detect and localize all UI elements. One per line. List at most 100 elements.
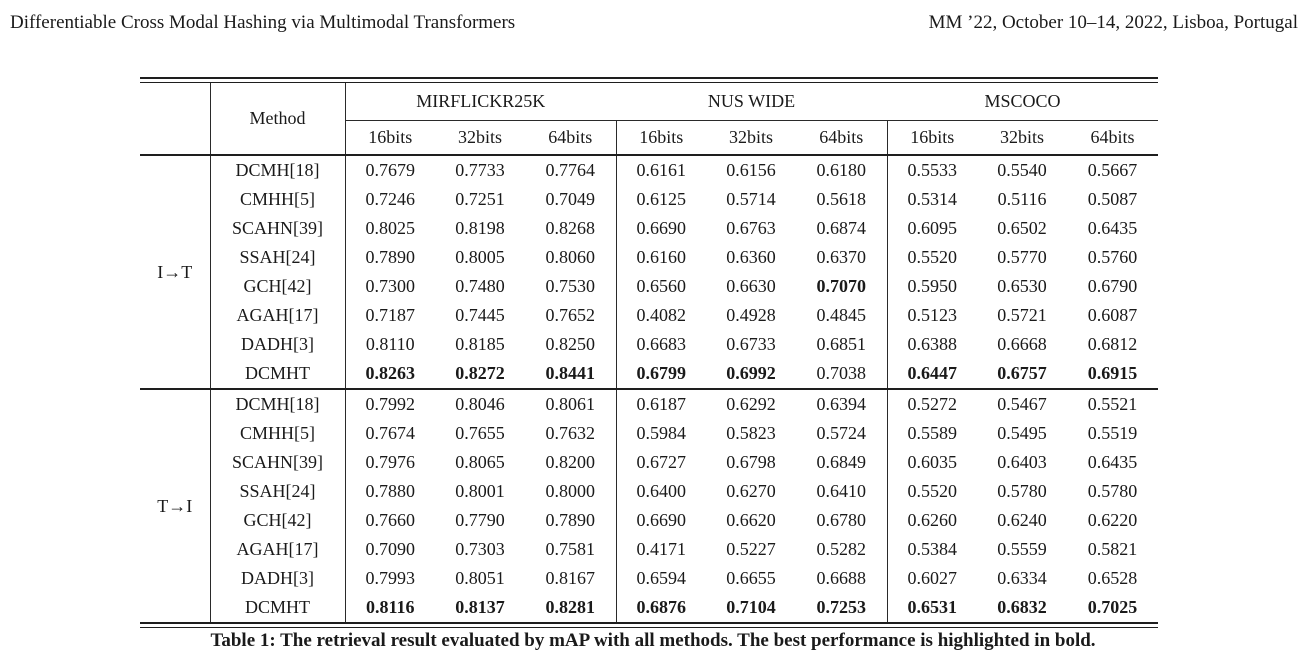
map-value: 0.8110	[344, 330, 435, 359]
map-value: 0.7187	[344, 301, 435, 330]
map-value: 0.6087	[1087, 305, 1138, 325]
map-value: 0.5495	[997, 423, 1047, 443]
table-row: SCAHN[39] 0.8025 0.8198 0.8268 0.6690 0.6763 0…	[140, 214, 1158, 243]
bits-header: 32bits	[977, 120, 1068, 156]
table-bottom-rule	[140, 622, 1158, 628]
map-value: 0.8263	[344, 359, 435, 389]
map-value: 0.6240	[997, 510, 1047, 530]
map-value: 0.7660	[344, 506, 435, 535]
map-value: 0.6125	[615, 185, 706, 214]
map-value: 0.6790	[1087, 276, 1138, 296]
map-value: 0.7480	[455, 276, 505, 296]
map-value: 0.6435	[1087, 218, 1138, 238]
map-value: 0.7025	[1087, 597, 1138, 617]
table-row: AGAH[17] 0.7187 0.7445 0.7652 0.4082 0.4928 0.…	[140, 301, 1158, 330]
map-value: 0.5282	[816, 539, 867, 559]
map-value: 0.7764	[545, 160, 596, 180]
method-name: DCMH[18]	[209, 388, 346, 419]
bits-header: 16bits	[344, 120, 435, 156]
map-value: 0.7890	[344, 243, 435, 272]
map-value: 0.5272	[886, 388, 978, 419]
map-value: 0.6851	[816, 334, 867, 354]
map-value: 0.6035	[886, 448, 978, 477]
method-name: CMHH[5]	[209, 419, 346, 448]
method-name: DCMHT	[209, 359, 346, 389]
section-image-to-text: I→T DCMH[18] 0.7679 0.7733 0.7764 0.6161 0.615…	[140, 155, 1158, 389]
map-value: 0.6798	[726, 452, 776, 472]
table-row: SSAH[24] 0.7890 0.8005 0.8060 0.6160 0.6360 0.…	[140, 243, 1158, 272]
table-row: SCAHN[39] 0.7976 0.8065 0.8200 0.6727 0.6798 0…	[140, 448, 1158, 477]
map-value: 0.7070	[816, 276, 867, 296]
map-value: 0.6528	[1087, 568, 1138, 588]
map-value: 0.5714	[726, 189, 776, 209]
map-value: 0.6027	[886, 564, 978, 593]
map-value: 0.7303	[455, 539, 505, 559]
table-row: DADH[3] 0.8110 0.8185 0.8250 0.6683 0.6733 0.6…	[140, 330, 1158, 359]
table-row: T→I DCMH[18] 0.7992 0.8046 0.8061 0.6187 0.629…	[140, 388, 1158, 622]
map-value: 0.8441	[545, 363, 596, 383]
map-value: 0.6180	[816, 160, 867, 180]
map-results-table: Method MIRFLICKR25K NUS WIDE MSCOCO 16bi…	[140, 83, 1158, 622]
map-value: 0.7652	[545, 305, 596, 325]
table-row: AGAH[17] 0.7090 0.7303 0.7581 0.4171 0.5227 0.…	[140, 535, 1158, 564]
map-value: 0.5780	[1087, 481, 1138, 501]
method-column-header: Method	[209, 83, 346, 156]
map-value: 0.5227	[726, 539, 776, 559]
map-value: 0.8051	[455, 568, 505, 588]
map-value: 0.8060	[545, 247, 596, 267]
bits-header: 16bits	[615, 120, 706, 156]
map-value: 0.7890	[545, 510, 596, 530]
map-value: 0.8200	[545, 452, 596, 472]
method-name: SCAHN[39]	[209, 214, 346, 243]
map-value: 0.6683	[615, 330, 706, 359]
map-value: 0.6260	[886, 506, 978, 535]
map-value: 0.8137	[455, 597, 505, 617]
map-value: 0.8281	[545, 597, 596, 617]
method-name: CMHH[5]	[209, 185, 346, 214]
bits-header: 16bits	[886, 120, 978, 156]
map-value: 0.6435	[1087, 452, 1138, 472]
map-value: 0.7992	[344, 388, 435, 419]
map-value: 0.6531	[886, 593, 978, 622]
map-value: 0.6502	[997, 218, 1047, 238]
map-value: 0.6270	[726, 481, 776, 501]
group-header-row: Method MIRFLICKR25K NUS WIDE MSCOCO	[140, 83, 1158, 156]
map-value: 0.8046	[435, 388, 525, 419]
map-value: 0.7733	[455, 160, 505, 180]
map-value: 0.8268	[545, 218, 596, 238]
map-value: 0.6812	[1087, 334, 1138, 354]
map-value: 0.6668	[997, 334, 1047, 354]
map-value: 0.7090	[344, 535, 435, 564]
map-value: 0.6655	[726, 568, 776, 588]
map-value: 0.5520	[886, 243, 978, 272]
map-value: 0.7445	[455, 305, 505, 325]
map-value: 0.7038	[816, 363, 867, 383]
row-group-label: T→I	[140, 388, 211, 622]
map-value: 0.6403	[997, 452, 1047, 472]
table-row: DADH[3] 0.7993 0.8051 0.8167 0.6594 0.6655 0.6…	[140, 564, 1158, 593]
map-value: 0.6400	[615, 477, 706, 506]
map-value: 0.8000	[545, 481, 596, 501]
method-name: DCMHT	[209, 593, 346, 622]
map-value: 0.5533	[886, 155, 978, 185]
map-value: 0.7104	[726, 597, 776, 617]
map-value: 0.6690	[615, 214, 706, 243]
method-name: DADH[3]	[209, 564, 346, 593]
bits-header: 64bits	[796, 120, 888, 156]
map-value: 0.6757	[997, 363, 1047, 383]
map-value: 0.5667	[1087, 160, 1138, 180]
map-value: 0.7300	[344, 272, 435, 301]
map-value: 0.6630	[726, 276, 776, 296]
table-top-rule	[140, 77, 1158, 83]
map-value: 0.7674	[344, 419, 435, 448]
map-value: 0.6161	[615, 155, 706, 185]
map-value: 0.5520	[886, 477, 978, 506]
map-value: 0.5950	[886, 272, 978, 301]
map-value: 0.5984	[615, 419, 706, 448]
method-name: SSAH[24]	[209, 477, 346, 506]
map-value: 0.5823	[726, 423, 776, 443]
map-value: 0.7880	[344, 477, 435, 506]
map-value: 0.6690	[615, 506, 706, 535]
method-name: GCH[42]	[209, 506, 346, 535]
map-value: 0.6530	[997, 276, 1047, 296]
